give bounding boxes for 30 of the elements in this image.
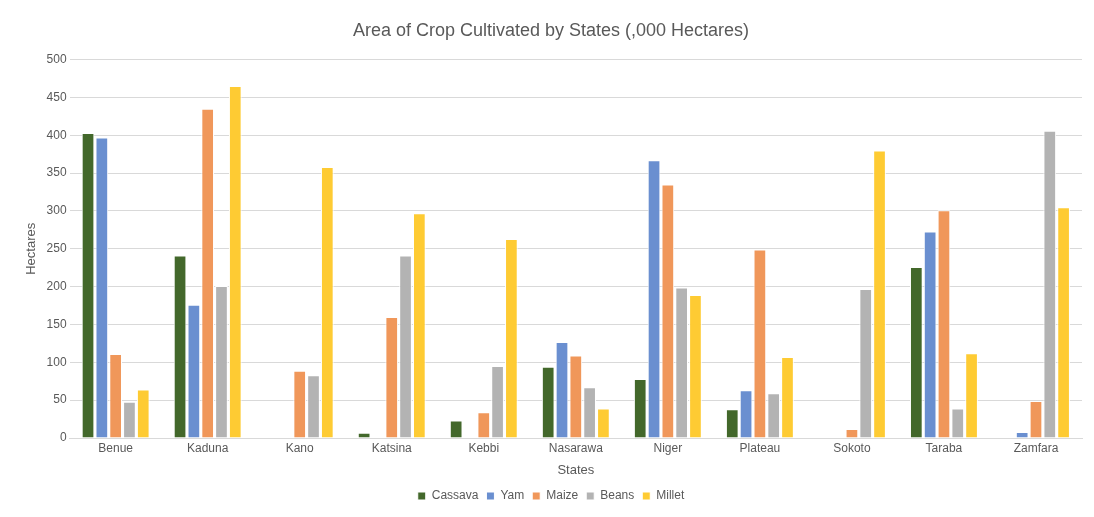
x-tick-label: Benue — [98, 440, 134, 455]
y-tick-label: 200 — [46, 278, 67, 293]
legend-label: Yam — [500, 488, 525, 503]
y-tick-label: 400 — [46, 127, 67, 142]
y-tick-label: 100 — [46, 354, 67, 369]
y-tick-label: 450 — [46, 89, 67, 104]
y-tick-label: 250 — [46, 241, 67, 256]
y-tick-label: 50 — [53, 392, 67, 407]
x-tick-label: Zamfara — [1013, 440, 1059, 455]
x-tick-label: Plateau — [739, 440, 781, 455]
legend-label: Maize — [546, 488, 579, 503]
y-tick-label: 300 — [46, 203, 67, 218]
y-tick-label: 350 — [46, 165, 67, 180]
x-tick-label: Niger — [653, 440, 683, 455]
x-tick-label: Sokoto — [833, 440, 871, 455]
x-axis-title: States — [557, 461, 595, 477]
legend-label: Beans — [600, 488, 635, 503]
x-tick-label: Kano — [285, 440, 315, 455]
x-tick-label: Nasarawa — [548, 440, 604, 455]
legend-label: Cassava — [431, 488, 479, 503]
x-tick-label: Katsina — [371, 440, 413, 455]
x-tick-label: Taraba — [925, 440, 963, 455]
y-axis-title: Hectares — [23, 222, 39, 275]
y-tick-label: 150 — [46, 316, 67, 331]
y-tick-label: 500 — [46, 51, 67, 66]
y-tick-label: 0 — [59, 430, 67, 445]
legend-label: Millet — [656, 488, 685, 503]
chart-title: Area of Crop Cultivated by States (,000 Hectares) — [352, 19, 750, 40]
x-tick-label: Kaduna — [186, 440, 229, 455]
x-tick-label: Kebbi — [468, 440, 500, 455]
